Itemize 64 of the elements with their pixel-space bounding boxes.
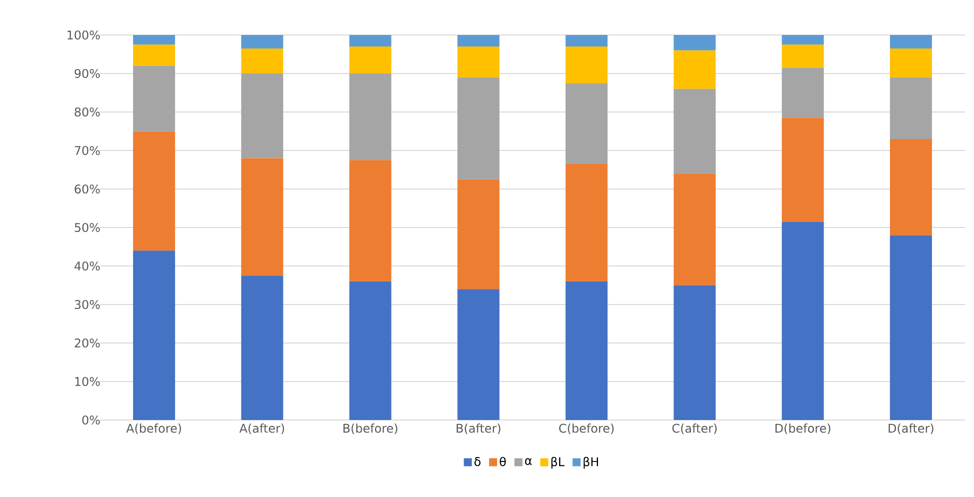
x-tick-label: B(before) — [343, 424, 398, 434]
bar — [890, 48, 932, 78]
bar — [782, 118, 824, 222]
y-tick-label: 30% — [74, 300, 100, 310]
x-tick-label: D(before) — [775, 424, 830, 434]
bar — [674, 174, 716, 286]
bar — [566, 83, 608, 164]
bar — [241, 73, 284, 158]
bar — [566, 164, 608, 282]
bar — [133, 44, 176, 66]
bar — [457, 77, 500, 180]
bar — [349, 281, 392, 420]
legend-label: βL — [551, 456, 565, 469]
y-tick-label: 40% — [74, 261, 100, 271]
bar — [241, 34, 284, 48]
bar — [782, 44, 824, 68]
bar — [566, 281, 608, 420]
bar — [674, 34, 716, 50]
bar — [349, 73, 392, 160]
bar — [349, 46, 392, 74]
y-tick-label: 20% — [74, 338, 100, 348]
bar — [241, 48, 284, 74]
bar — [782, 68, 824, 118]
bar — [457, 46, 500, 78]
y-tick-label: 80% — [74, 107, 100, 117]
bar — [457, 34, 500, 47]
bar — [890, 235, 932, 420]
bar — [782, 222, 824, 420]
bar — [890, 34, 932, 48]
bar — [241, 276, 284, 420]
bar — [782, 34, 824, 45]
bar — [674, 50, 716, 89]
bar — [133, 34, 176, 45]
bar — [349, 160, 392, 282]
bar — [457, 289, 500, 420]
bar — [133, 250, 176, 420]
bar — [674, 88, 716, 174]
bar — [566, 34, 608, 47]
legend-label: βH — [584, 456, 598, 469]
bar — [566, 46, 608, 84]
y-tick-label: 0% — [82, 415, 100, 425]
legend-label: α — [525, 458, 532, 465]
x-tick-label: C(after) — [672, 424, 717, 434]
bar — [890, 138, 932, 236]
bar — [133, 131, 176, 251]
y-tick-label: 50% — [74, 222, 100, 232]
bar — [133, 66, 176, 132]
bar — [674, 285, 716, 420]
y-tick-label: 90% — [74, 68, 100, 78]
legend-label: θ — [500, 456, 506, 466]
x-tick-label: C(before) — [559, 424, 614, 434]
bar — [457, 179, 500, 290]
legend-label: δ — [474, 457, 480, 466]
bar — [349, 34, 392, 47]
bar — [241, 158, 284, 276]
y-tick-label: 60% — [74, 184, 100, 194]
x-tick-label: A(after) — [239, 424, 284, 434]
x-tick-label: A(before) — [126, 424, 182, 434]
y-tick-label: 70% — [74, 146, 100, 156]
x-tick-label: D(after) — [888, 424, 934, 434]
x-tick-label: B(after) — [456, 424, 500, 434]
bar — [890, 77, 932, 139]
y-tick-label: 100% — [68, 30, 100, 40]
y-tick-label: 10% — [75, 376, 100, 386]
